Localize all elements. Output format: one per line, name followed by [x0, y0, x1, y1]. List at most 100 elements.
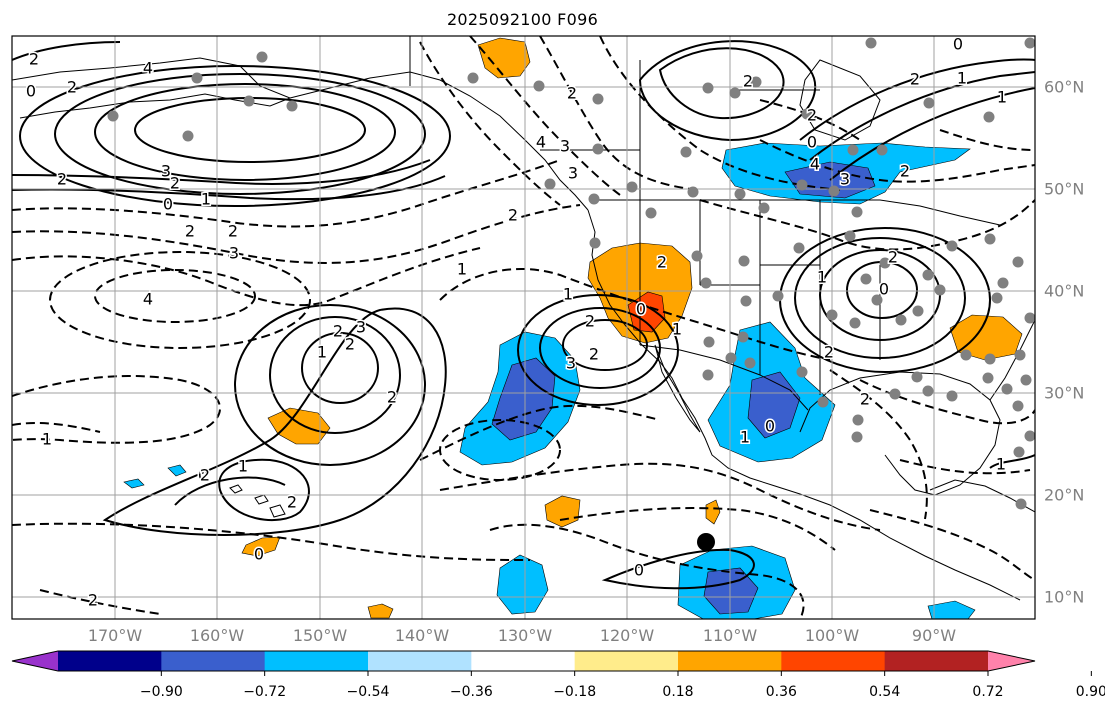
- contour-value-label: 2: [200, 466, 210, 485]
- dashed-contours: [12, 36, 1035, 619]
- contour-value-label: 2: [567, 84, 577, 103]
- contour-value-label: 2: [860, 390, 870, 409]
- station-marker: [702, 369, 714, 381]
- colorbar-segment: [781, 651, 886, 671]
- station-marker: [984, 353, 996, 365]
- contour-value-label: 4: [143, 59, 153, 78]
- station-marker: [1001, 383, 1013, 395]
- contour-dashed-east-4: [869, 509, 1035, 581]
- contour-value-label: 3: [566, 354, 576, 373]
- colorbar-tick-label: 0.18: [662, 684, 694, 700]
- station-marker: [256, 51, 268, 63]
- contour-value-label: 4: [143, 290, 153, 309]
- station-marker: [984, 233, 996, 245]
- contour-value-label: 3: [356, 318, 366, 337]
- contour-solid-north-pacific-7: [12, 41, 121, 61]
- colorbar-segment: [884, 651, 989, 671]
- station-markers: [107, 37, 1035, 510]
- contour-value-label: 0: [807, 133, 817, 152]
- coastline-hudson-bay: [799, 59, 881, 141]
- contour-dashed-canada-3: [939, 129, 1035, 151]
- station-marker: [588, 193, 600, 205]
- longitude-label: 90°W: [911, 626, 957, 645]
- station-marker: [772, 290, 784, 302]
- map-frame: [11, 35, 1036, 620]
- anomaly-positive-small-south: [367, 603, 394, 619]
- contour-value-label: 1: [817, 268, 827, 287]
- contour-dashed-aleutian-1: [12, 159, 561, 228]
- station-marker: [911, 371, 923, 383]
- station-marker: [182, 130, 194, 142]
- station-marker: [691, 250, 703, 262]
- station-marker: [544, 178, 556, 190]
- contour-dashed-canada-2: [759, 139, 1035, 183]
- border-canada-provinces: [540, 60, 820, 200]
- station-marker: [991, 292, 1003, 304]
- latitude-label: 60°N: [1044, 77, 1085, 97]
- station-marker: [243, 95, 255, 107]
- contour-value-label: 2: [508, 206, 518, 225]
- map-title: 2025092100 F096: [446, 10, 599, 29]
- contour-value-label: 2: [67, 78, 77, 97]
- station-marker: [912, 305, 924, 317]
- anomaly-negative-tiny-c: [927, 600, 976, 619]
- contour-value-label: 0: [879, 280, 889, 299]
- station-marker: [793, 242, 805, 254]
- station-marker: [847, 144, 859, 156]
- contour-dashed-equatorial-2: [39, 589, 161, 615]
- station-marker: [960, 349, 972, 361]
- station-marker: [1015, 498, 1027, 510]
- colorbar-tick-label: −0.54: [346, 684, 390, 700]
- station-marker: [533, 80, 545, 92]
- contour-value-label: 0: [198, 466, 208, 485]
- solid-contours: [12, 40, 1035, 590]
- station-marker: [923, 97, 935, 109]
- contour-value-label: 1: [740, 428, 750, 447]
- contour-dashed-subtropics-1: [12, 375, 221, 444]
- contour-value-label: 2: [387, 388, 397, 407]
- station-marker: [758, 202, 770, 214]
- contour-dashed-northeast-pacific-3: [539, 36, 701, 191]
- station-marker: [801, 108, 813, 120]
- station-marker: [844, 230, 856, 242]
- latitude-label: 30°N: [1044, 383, 1085, 403]
- station-marker: [700, 277, 712, 289]
- island-hawaii-c: [269, 504, 286, 518]
- station-marker: [725, 352, 737, 364]
- contour-value-label: 0: [636, 300, 646, 319]
- contour-solid-great-lakes-3: [794, 237, 966, 359]
- station-marker: [680, 146, 692, 158]
- coastline-gulf-of-mexico: [799, 371, 1001, 496]
- station-marker: [946, 390, 958, 402]
- anomaly-negative-tiny-b: [123, 478, 145, 489]
- contour-solid-canada-ridge-4: [809, 71, 1035, 161]
- anomaly-negative-tropical-east-core: [703, 567, 759, 615]
- contour-dashed-low-center: [94, 269, 256, 323]
- contour-value-label: 2: [657, 253, 667, 272]
- station-marker: [737, 331, 749, 343]
- coastline-west-north-america: [587, 209, 1021, 601]
- station-marker: [191, 72, 203, 84]
- colorbar: [11, 650, 1092, 676]
- station-marker: [645, 207, 657, 219]
- contour-solid-cutoff-low-3: [517, 294, 679, 406]
- latitude-label: 20°N: [1044, 485, 1085, 505]
- contour-value-label: 1: [42, 430, 52, 449]
- colorbar-segment: [264, 651, 369, 671]
- contour-value-label: 0: [765, 417, 775, 436]
- station-marker: [817, 396, 829, 408]
- contour-dashed-mexico-2: [559, 507, 836, 551]
- contour-value-label: 0: [163, 195, 173, 214]
- contour-value-label: 1: [997, 88, 1007, 107]
- longitude-label: 170°W: [87, 626, 143, 645]
- contour-value-label: 1: [563, 285, 573, 304]
- contour-dashed-aleutian-2: [12, 204, 581, 264]
- longitude-label: 110°W: [702, 626, 758, 645]
- contour-solid-north-pacific-3: [54, 73, 426, 195]
- station-marker: [922, 385, 934, 397]
- colorbar-tick-label: −0.18: [553, 684, 597, 700]
- station-marker: [286, 100, 298, 112]
- station-marker: [871, 294, 883, 306]
- storm-center-marker: [697, 533, 715, 551]
